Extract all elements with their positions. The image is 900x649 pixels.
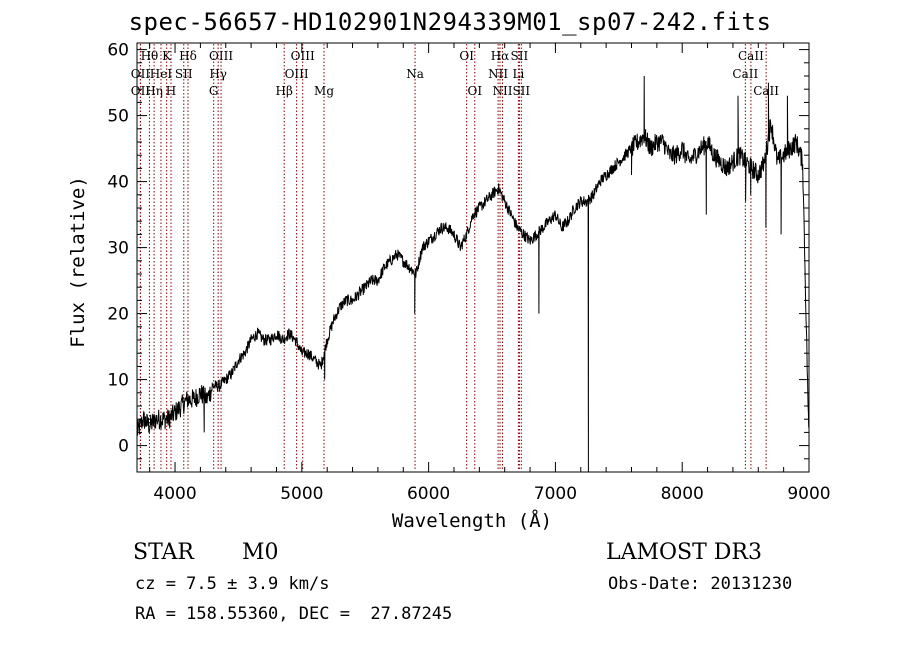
y-tick-label: 30 (107, 239, 129, 259)
x-tick-label: 6000 (407, 484, 450, 504)
observation-date: Obs-Date: 20131230 (608, 574, 793, 594)
line-marker-label: OIII (291, 49, 315, 63)
line-marker-label: Mg (314, 84, 334, 98)
line-marker-label: Hβ (276, 84, 293, 98)
x-tick-label: 7000 (534, 484, 577, 504)
object-class: STAR (133, 540, 194, 565)
y-tick-label: 20 (107, 305, 129, 325)
y-axis-label: Flux (relative) (67, 176, 89, 348)
line-marker-label: OII (131, 84, 151, 98)
line-marker-label: OIII (209, 49, 233, 63)
line-marker-label: CaII (732, 67, 758, 81)
line-marker-label: SII (512, 84, 530, 98)
line-marker-label: SII (175, 67, 193, 81)
line-marker-label: OI (467, 84, 482, 98)
line-marker-label: HeI (150, 67, 173, 81)
y-tick-label: 0 (118, 437, 129, 457)
line-marker-label: NII (493, 84, 513, 98)
line-marker-label: Hη (145, 84, 163, 98)
line-marker-label: SII (511, 49, 529, 63)
survey-name: LAMOST DR3 (606, 540, 762, 565)
x-tick-label: 9000 (787, 484, 830, 504)
line-marker-label: NII (488, 67, 508, 81)
spectrum-line (136, 75, 810, 473)
ra-dec-coordinates: RA = 158.55360, DEC = 27.87245 (135, 604, 453, 624)
x-axis-label: Wavelength (Å) (391, 510, 553, 532)
line-marker-label: Hθ (141, 49, 159, 63)
line-marker-label: OIII (285, 67, 309, 81)
line-marker-label: K (162, 49, 172, 63)
y-tick-label: 40 (107, 173, 129, 193)
y-tick-label: 60 (107, 41, 129, 61)
x-tick-label: 4000 (153, 484, 196, 504)
redshift-cz: cz = 7.5 ± 3.9 km/s (135, 574, 330, 594)
line-marker-label: Hδ (179, 49, 197, 63)
line-marker-label: Hγ (209, 67, 227, 81)
line-marker-label: CaII (753, 84, 779, 98)
y-tick-label: 10 (107, 371, 129, 391)
line-marker-label: Na (406, 67, 424, 81)
chart-title: spec-56657-HD102901N294339M01_sp07-242.f… (128, 8, 772, 36)
line-marker-label: OII (131, 67, 151, 81)
line-marker-label: Hα (491, 49, 510, 63)
x-tick-label: 5000 (280, 484, 323, 504)
line-marker-label: OI (459, 49, 474, 63)
line-marker-label: CaII (738, 49, 764, 63)
line-marker-label: H (166, 84, 176, 98)
object-subclass: M0 (242, 540, 279, 565)
plot-frame (136, 42, 810, 473)
line-marker-label: Li (512, 67, 524, 81)
y-tick-label: 50 (107, 107, 129, 127)
line-marker-label: G (209, 84, 219, 98)
x-tick-label: 8000 (661, 484, 704, 504)
